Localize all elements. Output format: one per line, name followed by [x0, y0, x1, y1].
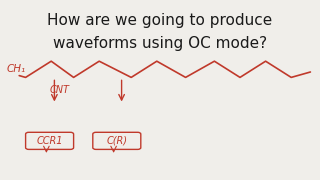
Text: waveforms using OC mode?: waveforms using OC mode?: [53, 36, 267, 51]
Text: CCR1: CCR1: [36, 136, 63, 146]
Text: CH₁: CH₁: [6, 64, 26, 74]
Text: CNT: CNT: [50, 85, 70, 95]
Text: C(R): C(R): [106, 136, 127, 146]
Text: How are we going to produce: How are we going to produce: [47, 13, 273, 28]
